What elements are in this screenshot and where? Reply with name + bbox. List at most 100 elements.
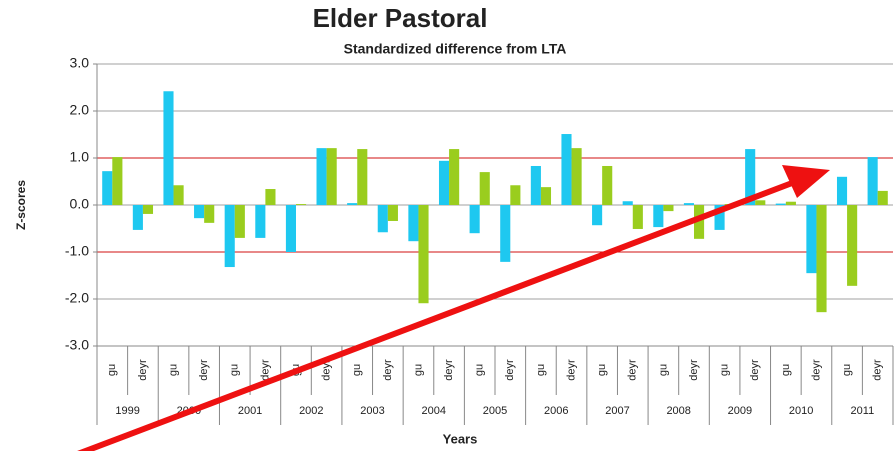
group-label: 2001 — [238, 405, 262, 417]
bar — [142, 205, 154, 214]
bar — [877, 190, 888, 205]
y-tick-label: 0.0 — [70, 196, 90, 212]
bar — [745, 149, 756, 205]
x-tick-label: deyr — [565, 359, 577, 381]
group-label: 2005 — [483, 405, 507, 417]
x-tick-label: gu — [474, 364, 486, 376]
bar — [265, 189, 276, 205]
bar — [173, 185, 184, 205]
x-tick-label: gu — [780, 364, 792, 376]
bar — [847, 205, 858, 286]
x-tick-label: deyr — [627, 359, 639, 381]
bar — [377, 205, 388, 233]
y-axis-label: Z-scores — [14, 180, 28, 230]
bar — [132, 205, 143, 230]
x-tick-label: gu — [841, 364, 853, 376]
x-tick-label: gu — [596, 364, 608, 376]
bar — [418, 205, 429, 304]
bar — [561, 134, 572, 205]
group-label: 2007 — [605, 405, 629, 417]
bar — [479, 172, 490, 205]
y-tick-label: -1.0 — [65, 243, 89, 259]
bar — [194, 205, 205, 219]
y-tick-label: 3.0 — [70, 55, 90, 71]
x-tick-label: gu — [229, 364, 241, 376]
y-tick-label: 2.0 — [70, 102, 90, 118]
group-label: 2003 — [360, 405, 384, 417]
x-tick-label: deyr — [137, 359, 149, 381]
bar — [663, 205, 674, 212]
plot-area: -3.0 -2.0 -1.0 0.0 1.0 2.0 3.0 gu deyr gu deyr gu de… — [65, 55, 894, 425]
bar — [755, 200, 766, 205]
bar — [285, 205, 296, 252]
y-tick-label: 1.0 — [70, 149, 90, 165]
bar — [347, 203, 358, 205]
x-tick-label: gu — [167, 364, 179, 376]
bar — [653, 205, 664, 228]
arrow-shaft — [77, 177, 802, 451]
bar — [816, 205, 827, 313]
bar — [785, 201, 796, 205]
x-tick-label: gu — [719, 364, 731, 376]
group-label: 2006 — [544, 405, 568, 417]
x-tick-label: gu — [657, 364, 669, 376]
bar — [714, 205, 725, 230]
bar — [112, 157, 123, 205]
x-tick-label: deyr — [749, 359, 761, 381]
group-label: 2004 — [422, 405, 446, 417]
bar — [204, 205, 215, 223]
x-tick-label: deyr — [443, 359, 455, 381]
bar — [602, 165, 613, 205]
x-tick-label: gu — [106, 364, 118, 376]
bar — [836, 176, 848, 205]
bar — [326, 148, 337, 205]
x-axis-label: Years — [443, 431, 478, 446]
x-tick-label: deyr — [198, 359, 210, 381]
group-label: 2008 — [666, 405, 690, 417]
bar — [438, 160, 450, 205]
bar — [775, 203, 786, 205]
bar — [622, 201, 633, 205]
y-tick-label: -3.0 — [65, 337, 89, 353]
x-tick-label: gu — [412, 364, 424, 376]
bar — [530, 165, 541, 205]
bar — [387, 205, 398, 221]
x-tick-label: deyr — [688, 359, 700, 381]
bar — [694, 205, 705, 239]
bar — [510, 185, 521, 205]
chart-subtitle: Standardized difference from LTA — [344, 41, 567, 57]
bar — [540, 187, 552, 205]
x-tick-label: deyr — [382, 359, 394, 381]
bar — [234, 205, 245, 238]
bar — [357, 149, 368, 205]
x-tick-label: gu — [351, 364, 363, 376]
x-tick-label: deyr — [504, 359, 516, 381]
bar — [224, 205, 235, 268]
chart-title: Elder Pastoral — [313, 3, 488, 33]
bar — [500, 205, 511, 262]
bar — [163, 91, 174, 205]
bar — [867, 157, 878, 205]
bar — [806, 205, 817, 274]
bar — [296, 204, 307, 205]
x-tick-label: deyr — [259, 359, 271, 381]
y-tick-label: -2.0 — [65, 290, 89, 306]
annotation-arrow — [77, 165, 830, 451]
bar — [632, 205, 643, 229]
x-tick-label: deyr — [321, 359, 333, 381]
bar — [408, 205, 419, 242]
bar — [449, 149, 460, 205]
bar — [102, 171, 113, 205]
x-tick-label: deyr — [872, 359, 884, 381]
x-tick-label: gu — [535, 364, 547, 376]
bar — [571, 148, 582, 205]
bar — [255, 205, 266, 238]
bar — [316, 148, 327, 205]
group-label: 2010 — [789, 405, 813, 417]
group-label: 2009 — [728, 405, 752, 417]
group-label: 2002 — [299, 405, 323, 417]
bar — [469, 205, 480, 234]
arrow-head — [782, 165, 830, 198]
group-label: 2011 — [851, 405, 875, 417]
